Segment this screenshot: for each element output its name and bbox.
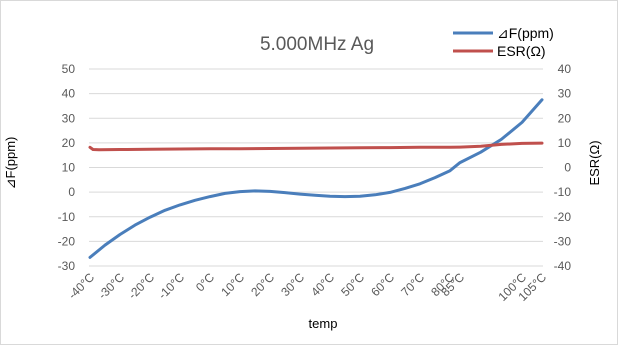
x-tick-label: 60°C bbox=[368, 270, 397, 299]
x-tick-label: 30°C bbox=[278, 270, 307, 299]
y-right-tick-label: -40 bbox=[554, 259, 572, 273]
x-tick-label: -40°C bbox=[65, 270, 97, 302]
y-left-tick-label: 20 bbox=[62, 136, 76, 150]
x-tick-label: 10°C bbox=[218, 270, 247, 299]
y-right-tick-label: 30 bbox=[558, 87, 572, 101]
y-left-tick-label: 40 bbox=[62, 87, 76, 101]
series-line-esr bbox=[88, 141, 544, 152]
y-axis-left-title: ⊿F(ppm) bbox=[3, 137, 18, 190]
legend-label-delta-f: ⊿F(ppm) bbox=[497, 25, 554, 41]
y-right-tick-label: 20 bbox=[558, 111, 572, 125]
x-tick-label: 0°C bbox=[193, 270, 217, 294]
y-right-tick-label: 0 bbox=[564, 161, 571, 175]
x-tick-label: 40°C bbox=[308, 270, 337, 299]
legend: ⊿F(ppm) ESR(Ω) bbox=[453, 25, 554, 59]
y-right-tick-label: -30 bbox=[554, 234, 572, 248]
y-left-tick-label: -10 bbox=[58, 210, 76, 224]
x-tick-label: 20°C bbox=[248, 270, 277, 299]
y-right-tick-label: 40 bbox=[558, 62, 572, 76]
x-axis-title: temp bbox=[309, 316, 338, 331]
y-axis-right-title: ESR(Ω) bbox=[587, 140, 602, 185]
x-tick-label: 50°C bbox=[338, 270, 367, 299]
x-tick-label: 70°C bbox=[398, 270, 427, 299]
y-right-tick-label: -20 bbox=[554, 210, 572, 224]
x-tick-label: -10°C bbox=[155, 270, 187, 302]
x-tick-label: -30°C bbox=[95, 270, 127, 302]
series-line-delta-f bbox=[88, 98, 544, 259]
chart-title: 5.000MHz Ag bbox=[260, 34, 374, 55]
series-layer bbox=[88, 98, 544, 259]
x-tick-label: -20°C bbox=[125, 270, 157, 302]
tick-layer: 50403020100-10-20-30403020100-10-20-30-4… bbox=[58, 62, 572, 304]
grid-layer bbox=[89, 68, 543, 267]
y-left-tick-label: 10 bbox=[62, 161, 76, 175]
y-left-tick-label: 50 bbox=[62, 62, 76, 76]
y-left-tick-label: -20 bbox=[58, 234, 76, 248]
legend-label-esr: ESR(Ω) bbox=[497, 43, 546, 59]
y-right-tick-label: -10 bbox=[554, 185, 572, 199]
y-right-tick-label: 10 bbox=[558, 136, 572, 150]
y-left-tick-label: 30 bbox=[62, 111, 76, 125]
y-left-tick-label: -30 bbox=[58, 259, 76, 273]
y-left-tick-label: 0 bbox=[68, 185, 75, 199]
